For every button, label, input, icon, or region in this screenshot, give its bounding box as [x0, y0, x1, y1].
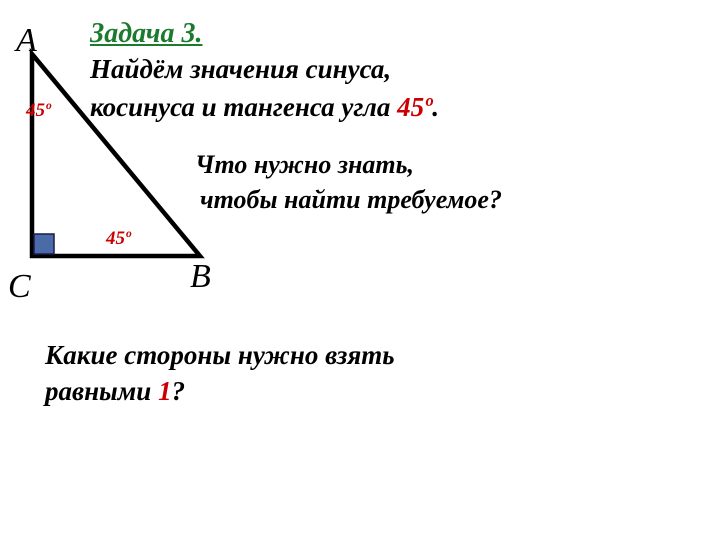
value-one: 1	[158, 376, 172, 406]
angle-value-45: 45º	[397, 92, 432, 122]
question1-line-b: чтобы найти требуемое?	[200, 185, 502, 215]
vertex-label-a: A	[16, 22, 37, 60]
question2-line-a: Какие стороны нужно взять	[45, 340, 395, 371]
question2-suffix: ?	[172, 376, 186, 406]
vertex-label-c: C	[8, 268, 31, 306]
angle-label-top-45: 45º	[26, 100, 51, 122]
vertex-label-b: B	[190, 258, 211, 296]
angle-label-bottom-45: 45º	[106, 228, 131, 250]
question2-line-b: равными 1?	[45, 376, 185, 407]
right-triangle-diagram	[10, 34, 230, 294]
question2-prefix: равными	[45, 376, 158, 406]
problem-line2-suffix: .	[432, 92, 439, 122]
